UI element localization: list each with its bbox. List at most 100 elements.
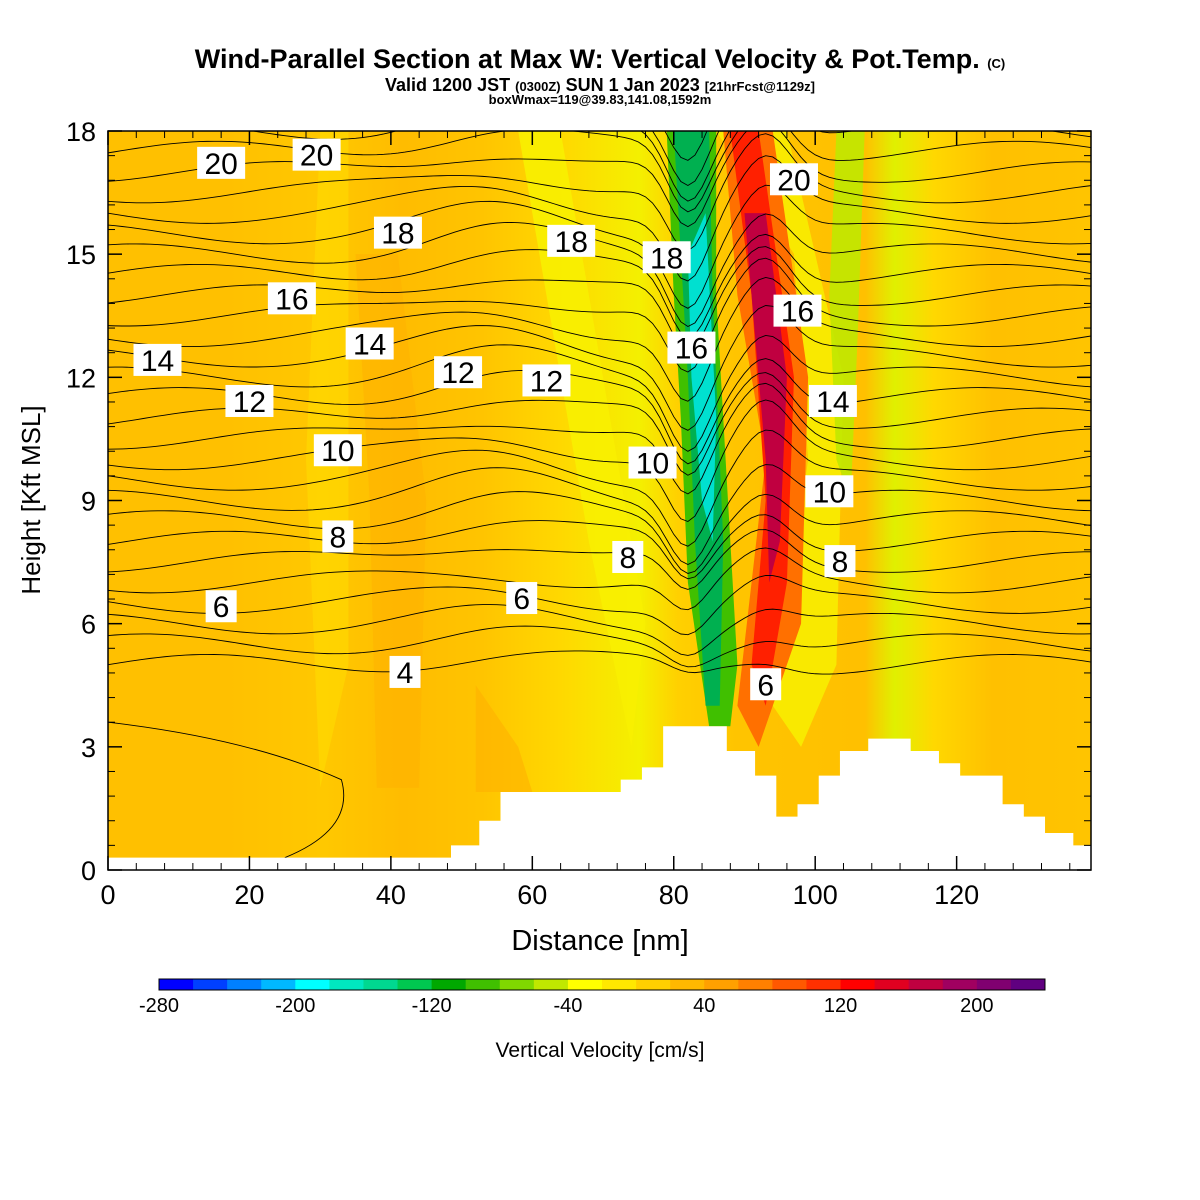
- isotherm-label-box: [322, 520, 354, 553]
- isotherm-label: 6: [205, 590, 237, 624]
- colorbar-swatch: [772, 979, 807, 990]
- isotherm-label: 16: [773, 294, 822, 329]
- plot-area: [108, 115, 1091, 870]
- isotherm-line: [108, 650, 1091, 675]
- isotherm-label-box: [612, 540, 644, 573]
- isotherm-line: [108, 547, 1091, 611]
- isotherm-label: 10: [805, 475, 854, 509]
- isotherm-label-text: 20: [300, 140, 333, 173]
- isotherm-label-text: 10: [321, 435, 354, 468]
- colorbar-swatch: [329, 979, 364, 990]
- isotherm-label-box: [389, 655, 421, 688]
- colorbar-swatch: [602, 979, 637, 990]
- isotherm-line: [108, 399, 1091, 523]
- colorbar-swatch: [295, 979, 330, 990]
- isotherm-label-text: 6: [513, 583, 530, 616]
- colorbar-tick-label: -40: [553, 995, 582, 1017]
- x-axis-title: Distance [nm]: [511, 925, 688, 957]
- y-tick-label: 3: [81, 733, 96, 763]
- isotherm-label-text: 20: [204, 148, 237, 181]
- isotherm-label-text: 6: [213, 591, 230, 624]
- isotherm-label-box: [267, 282, 316, 315]
- isotherm-label-text: 18: [555, 226, 588, 259]
- isotherm-label-text: 18: [650, 242, 683, 275]
- x-tick-label: 100: [793, 880, 838, 910]
- x-tick-label: 20: [234, 880, 264, 910]
- box-max-info: boxWmax=119@39.83,141.08,1592m: [488, 92, 712, 107]
- isotherm-label: 10: [628, 446, 677, 481]
- isotherm-label: 12: [522, 364, 571, 398]
- colorbar-swatch: [636, 979, 671, 990]
- isotherm-line: [108, 604, 1091, 656]
- y-tick-label: 12: [66, 363, 96, 393]
- isotherm-label-box: [225, 384, 274, 417]
- isotherm-line: [108, 115, 1091, 130]
- colorbar-swatch: [806, 979, 842, 990]
- isotherm-label-box: [522, 364, 571, 397]
- colorbar-swatch: [704, 979, 739, 990]
- isotherm-label-text: 20: [777, 164, 810, 197]
- isotherm-label-box: [345, 327, 394, 360]
- isotherm-label-text: 10: [813, 476, 846, 509]
- colorbar-swatch: [431, 979, 467, 990]
- isotherm-label-text: 10: [636, 448, 669, 481]
- colorbar-tick-label: -280: [139, 995, 179, 1017]
- isotherm-label-box: [773, 294, 822, 327]
- colorbar-swatch: [499, 979, 535, 990]
- isotherm-line: [108, 429, 1091, 547]
- colorbar-swatch: [465, 979, 501, 990]
- isotherm-label-box: [805, 475, 854, 508]
- isotherm-label: 20: [197, 146, 246, 181]
- colorbar-swatch: [363, 979, 399, 990]
- isotherm-label: 14: [808, 384, 857, 419]
- isotherm-line: [108, 625, 1091, 668]
- colorbar-swatch: [670, 979, 705, 990]
- isotherm-label-box: [808, 384, 857, 417]
- isotherm-line: [108, 575, 1091, 636]
- y-tick-label: 9: [81, 487, 96, 517]
- isotherm-line: [108, 131, 1091, 228]
- isotherm-label: 20: [292, 138, 341, 173]
- isotherm-label: 18: [547, 224, 596, 259]
- colorbar-tick-label: -200: [275, 995, 315, 1017]
- isotherm-label-text: 4: [397, 657, 414, 690]
- isotherm-label-text: 8: [329, 521, 346, 554]
- y-tick-label: 0: [81, 856, 96, 886]
- isotherm-line: [108, 491, 1091, 574]
- isotherm-label-text: 16: [275, 283, 308, 316]
- isotherm-label-box: [133, 343, 182, 376]
- isotherm-label: 18: [642, 241, 691, 275]
- colorbar-swatch: [159, 979, 194, 990]
- isotherm-label-box: [506, 582, 538, 615]
- isotherm-label-box: [667, 331, 716, 364]
- colorbar-swatch: [193, 979, 228, 990]
- colorbar-swatch: [261, 979, 296, 990]
- isotherm-label: 20: [769, 163, 818, 197]
- copyright-mark: (C): [987, 56, 1006, 71]
- x-tick-label: 40: [376, 880, 406, 910]
- x-tick-label: 80: [659, 880, 689, 910]
- isotherm-label-text: 14: [816, 386, 849, 419]
- isotherm-line: [108, 514, 1091, 580]
- y-axis-title: Height [Kft MSL]: [16, 405, 46, 594]
- isotherm-label-box: [434, 356, 483, 389]
- colorbar-swatch: [738, 979, 773, 990]
- chart-subtitle: Valid 1200 JST (0300Z) SUN 1 Jan 2023 [2…: [385, 75, 815, 95]
- isotherm-label: 8: [322, 520, 354, 554]
- isotherm-label: 12: [225, 384, 274, 419]
- isotherm-label-text: 12: [441, 357, 474, 390]
- x-tick-label: 60: [517, 880, 547, 910]
- downdraft-core: [687, 213, 717, 542]
- colorbar-swatch: [567, 979, 603, 990]
- updraft-mid: [730, 131, 794, 706]
- isotherm-label-text: 12: [530, 365, 563, 398]
- isotherm-label-text: 14: [141, 345, 174, 378]
- isotherm-label-text: 8: [619, 542, 636, 575]
- yellow-band-a: [518, 131, 646, 747]
- isotherm-label: 6: [750, 668, 782, 702]
- colorbar-tick-label: 200: [960, 995, 993, 1017]
- isotherm-label-text: 6: [757, 669, 774, 702]
- isotherm-line: [250, 131, 1091, 202]
- isotherm-label-box: [205, 590, 237, 623]
